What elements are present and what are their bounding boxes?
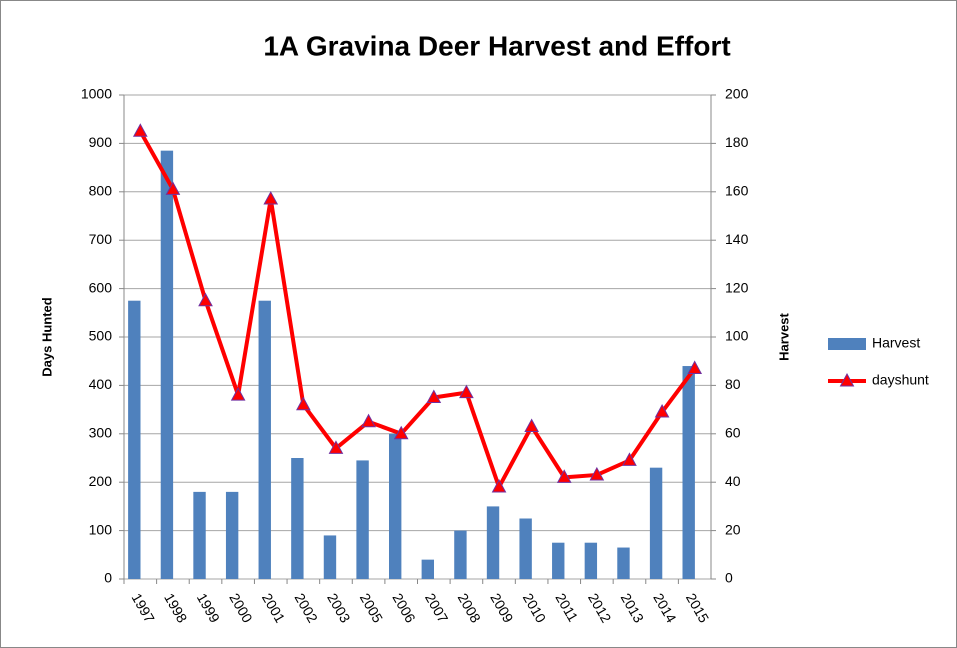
- legend-label: dayshunt: [872, 372, 929, 388]
- marker: [328, 440, 344, 454]
- marker: [263, 191, 279, 205]
- y2-tick-label: 0: [725, 570, 733, 586]
- bar: [128, 300, 141, 579]
- y-tick-label: 1000: [81, 86, 112, 102]
- bar: [421, 559, 435, 579]
- bar: [291, 458, 304, 579]
- y-tick-label: 500: [89, 328, 113, 344]
- y2-tick-label: 100: [725, 328, 749, 344]
- bar: [454, 530, 467, 579]
- marker: [459, 384, 474, 399]
- marker: [132, 123, 148, 137]
- y-tick-label: 800: [89, 183, 113, 199]
- y-tick-label: 400: [89, 376, 113, 392]
- marker: [361, 413, 376, 428]
- y2-tick-label: 120: [725, 279, 749, 295]
- legend-marker: [839, 372, 855, 387]
- marker: [165, 181, 181, 195]
- y-tick-label: 900: [89, 134, 113, 150]
- y-tick-label: 300: [89, 425, 113, 441]
- y-axis-title: Days Hunted: [39, 297, 54, 377]
- bar: [356, 460, 369, 579]
- bar: [160, 150, 174, 579]
- legend-swatch: [828, 338, 866, 350]
- marker: [589, 466, 605, 481]
- marker: [296, 396, 311, 411]
- marker: [687, 360, 703, 374]
- marker: [556, 469, 572, 483]
- bar: [258, 300, 271, 579]
- marker: [198, 292, 213, 307]
- bar: [649, 467, 663, 579]
- bar: [552, 542, 565, 579]
- y2-axis-title: Harvest: [776, 312, 791, 360]
- y-tick-label: 600: [89, 279, 113, 295]
- bar: [388, 433, 402, 579]
- bar: [486, 506, 500, 579]
- marker: [393, 425, 409, 440]
- y2-tick-label: 200: [725, 86, 749, 102]
- bar: [617, 547, 630, 579]
- y2-tick-label: 180: [725, 134, 749, 150]
- y-tick-label: 100: [89, 521, 113, 537]
- y-tick-label: 700: [89, 231, 113, 247]
- marker: [622, 452, 637, 466]
- bar: [323, 535, 337, 579]
- y2-tick-label: 60: [725, 425, 741, 441]
- chart-title: 1A Gravina Deer Harvest and Effort: [263, 30, 730, 61]
- y-tick-label: 0: [104, 570, 112, 586]
- y2-tick-label: 40: [725, 473, 741, 489]
- y2-tick-label: 160: [725, 183, 749, 199]
- bar: [682, 366, 695, 579]
- bar: [584, 542, 598, 579]
- y2-tick-label: 20: [725, 521, 741, 537]
- marker: [491, 478, 507, 493]
- line: [138, 130, 697, 490]
- bar: [193, 491, 206, 579]
- y2-tick-label: 80: [725, 376, 741, 392]
- y-tick-label: 200: [89, 473, 113, 489]
- marker: [426, 389, 442, 403]
- legend-label: Harvest: [872, 335, 920, 351]
- marker: [230, 387, 246, 401]
- marker: [524, 418, 539, 433]
- bar: [519, 518, 532, 579]
- bar: [225, 491, 239, 579]
- marker: [654, 403, 670, 418]
- y2-tick-label: 140: [725, 231, 749, 247]
